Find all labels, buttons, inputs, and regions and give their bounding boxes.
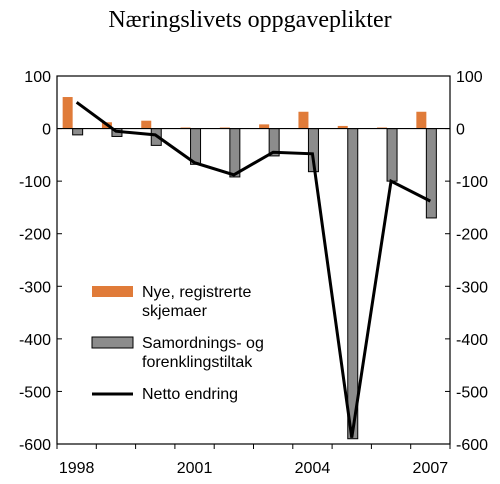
y-tick-label-right: -300: [456, 279, 488, 296]
legend-item-nye-skjemaer-label: Nye, registrerte skjemaer: [142, 284, 251, 320]
x-tick-label-2007: 2007: [413, 460, 449, 477]
y-tick-label-right: -500: [456, 384, 488, 401]
y-tick-label-left: -200: [19, 227, 51, 244]
y-tick-label-left: -500: [19, 384, 51, 401]
legend-item-samordningstiltak-label-line: Samordnings- og: [142, 335, 264, 352]
legend-item-samordningstiltak-label-line: forenklingstiltak: [142, 354, 253, 371]
legend-item-nye-skjemaer-swatch: [92, 286, 133, 297]
y-tick-label-right: 0: [456, 122, 465, 139]
y-tick-label-right: -600: [456, 437, 488, 454]
bar-samordningstiltak-2005: [347, 128, 359, 440]
legend-item-nye-skjemaer-label-line: Nye, registrerte: [142, 284, 251, 301]
x-tick-label-2001: 2001: [177, 460, 213, 477]
bar-nye-skjemaer-1998: [62, 97, 73, 129]
x-tick-label-2004: 2004: [295, 460, 331, 477]
legend: Nye, registrerte skjemaer Samordnings- og f…: [91, 284, 264, 403]
axes: 100 100 0 0 -100 -100 -200 -200 -300 -300 -400 -400…: [19, 69, 488, 477]
bar-samordningstiltak-2002: [229, 128, 241, 178]
plot-area: [57, 97, 450, 440]
legend-item-samordningstiltak-label: Samordnings- og forenklingstiltak: [142, 335, 264, 371]
y-tick-label-left: -300: [19, 279, 51, 296]
y-tick-label-right: -200: [456, 227, 488, 244]
legend-item-netto-endring-label-line: Netto endring: [142, 386, 238, 403]
bar-nye-skjemaer-2007: [416, 111, 427, 129]
x-tick-label-1998: 1998: [59, 460, 95, 477]
y-tick-label-right: -100: [456, 174, 488, 191]
bar-nye-skjemaer-2000: [141, 120, 152, 129]
y-tick-label-left: -600: [19, 437, 51, 454]
legend-item-nye-skjemaer-label-line: skjemaer: [142, 303, 208, 320]
legend-item-netto-endring-label: Netto endring: [142, 386, 238, 403]
line-netto-endring: [75, 101, 432, 438]
bar-samordningstiltak-1998: [72, 128, 84, 136]
y-tick-label-right: 100: [456, 69, 483, 86]
bar-nye-skjemaer-2003: [259, 124, 270, 129]
chart-title: Næringslivets oppgaveplikter: [108, 7, 391, 33]
y-tick-label-left: -100: [19, 174, 51, 191]
y-tick-label-left: -400: [19, 332, 51, 349]
bar-samordningstiltak-2007: [425, 128, 437, 219]
bar-samordningstiltak-2006: [386, 128, 398, 182]
y-tick-label-left: 100: [24, 69, 51, 86]
y-tick-label-right: -400: [456, 332, 488, 349]
bar-nye-skjemaer-2005: [337, 125, 348, 129]
legend-item-samordningstiltak-swatch: [91, 336, 134, 349]
bar-nye-skjemaer-2004: [298, 111, 309, 129]
bar-samordningstiltak-2001: [190, 128, 202, 165]
y-tick-label-left: 0: [42, 122, 51, 139]
